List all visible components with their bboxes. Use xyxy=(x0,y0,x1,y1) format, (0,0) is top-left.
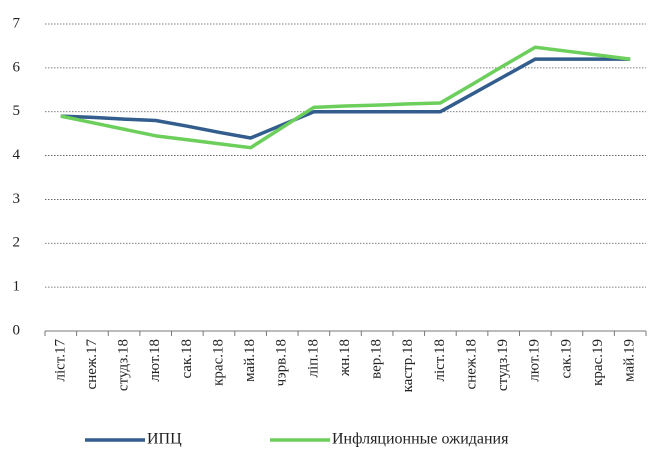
x-tick-label: жн.18 xyxy=(337,339,353,377)
x-tick-label: лют.19 xyxy=(527,339,543,382)
x-tick-label: лют.18 xyxy=(147,339,163,382)
y-tick-label: 2 xyxy=(13,235,21,251)
y-tick-label: 5 xyxy=(13,103,21,119)
legend-label: ИПЦ xyxy=(147,431,182,448)
x-tick-label: ліст.18 xyxy=(432,339,448,382)
x-tick-label: май.18 xyxy=(242,339,258,382)
x-tick-label: чэрв.18 xyxy=(274,339,290,386)
legend-label: Инфляционные ожидания xyxy=(332,431,509,448)
x-tick-label: студз.18 xyxy=(116,339,132,391)
y-tick-label: 7 xyxy=(13,15,21,31)
x-tick-label: ліп.18 xyxy=(305,339,321,377)
x-tick-label: кастр.18 xyxy=(400,339,416,392)
x-tick-label: ліст.17 xyxy=(52,339,68,382)
y-tick-label: 0 xyxy=(13,322,21,338)
x-tick-label: сак.19 xyxy=(558,339,574,379)
x-tick-label: вер.18 xyxy=(369,339,385,379)
y-tick-label: 4 xyxy=(13,147,21,163)
x-tick-label: крас.19 xyxy=(590,339,606,386)
x-tick-label: снеж.18 xyxy=(463,339,479,389)
x-tick-label: май.19 xyxy=(622,339,638,382)
y-tick-label: 3 xyxy=(13,191,21,207)
line-series xyxy=(60,57,631,140)
x-tick-label: студз.19 xyxy=(495,339,511,391)
y-tick-label: 1 xyxy=(13,279,21,295)
y-tick-label: 6 xyxy=(13,59,21,75)
x-tick-label: крас.18 xyxy=(210,339,226,386)
x-tick-label: снеж.17 xyxy=(84,339,100,390)
line-series xyxy=(60,45,631,150)
x-tick-label: сак.18 xyxy=(179,339,195,379)
